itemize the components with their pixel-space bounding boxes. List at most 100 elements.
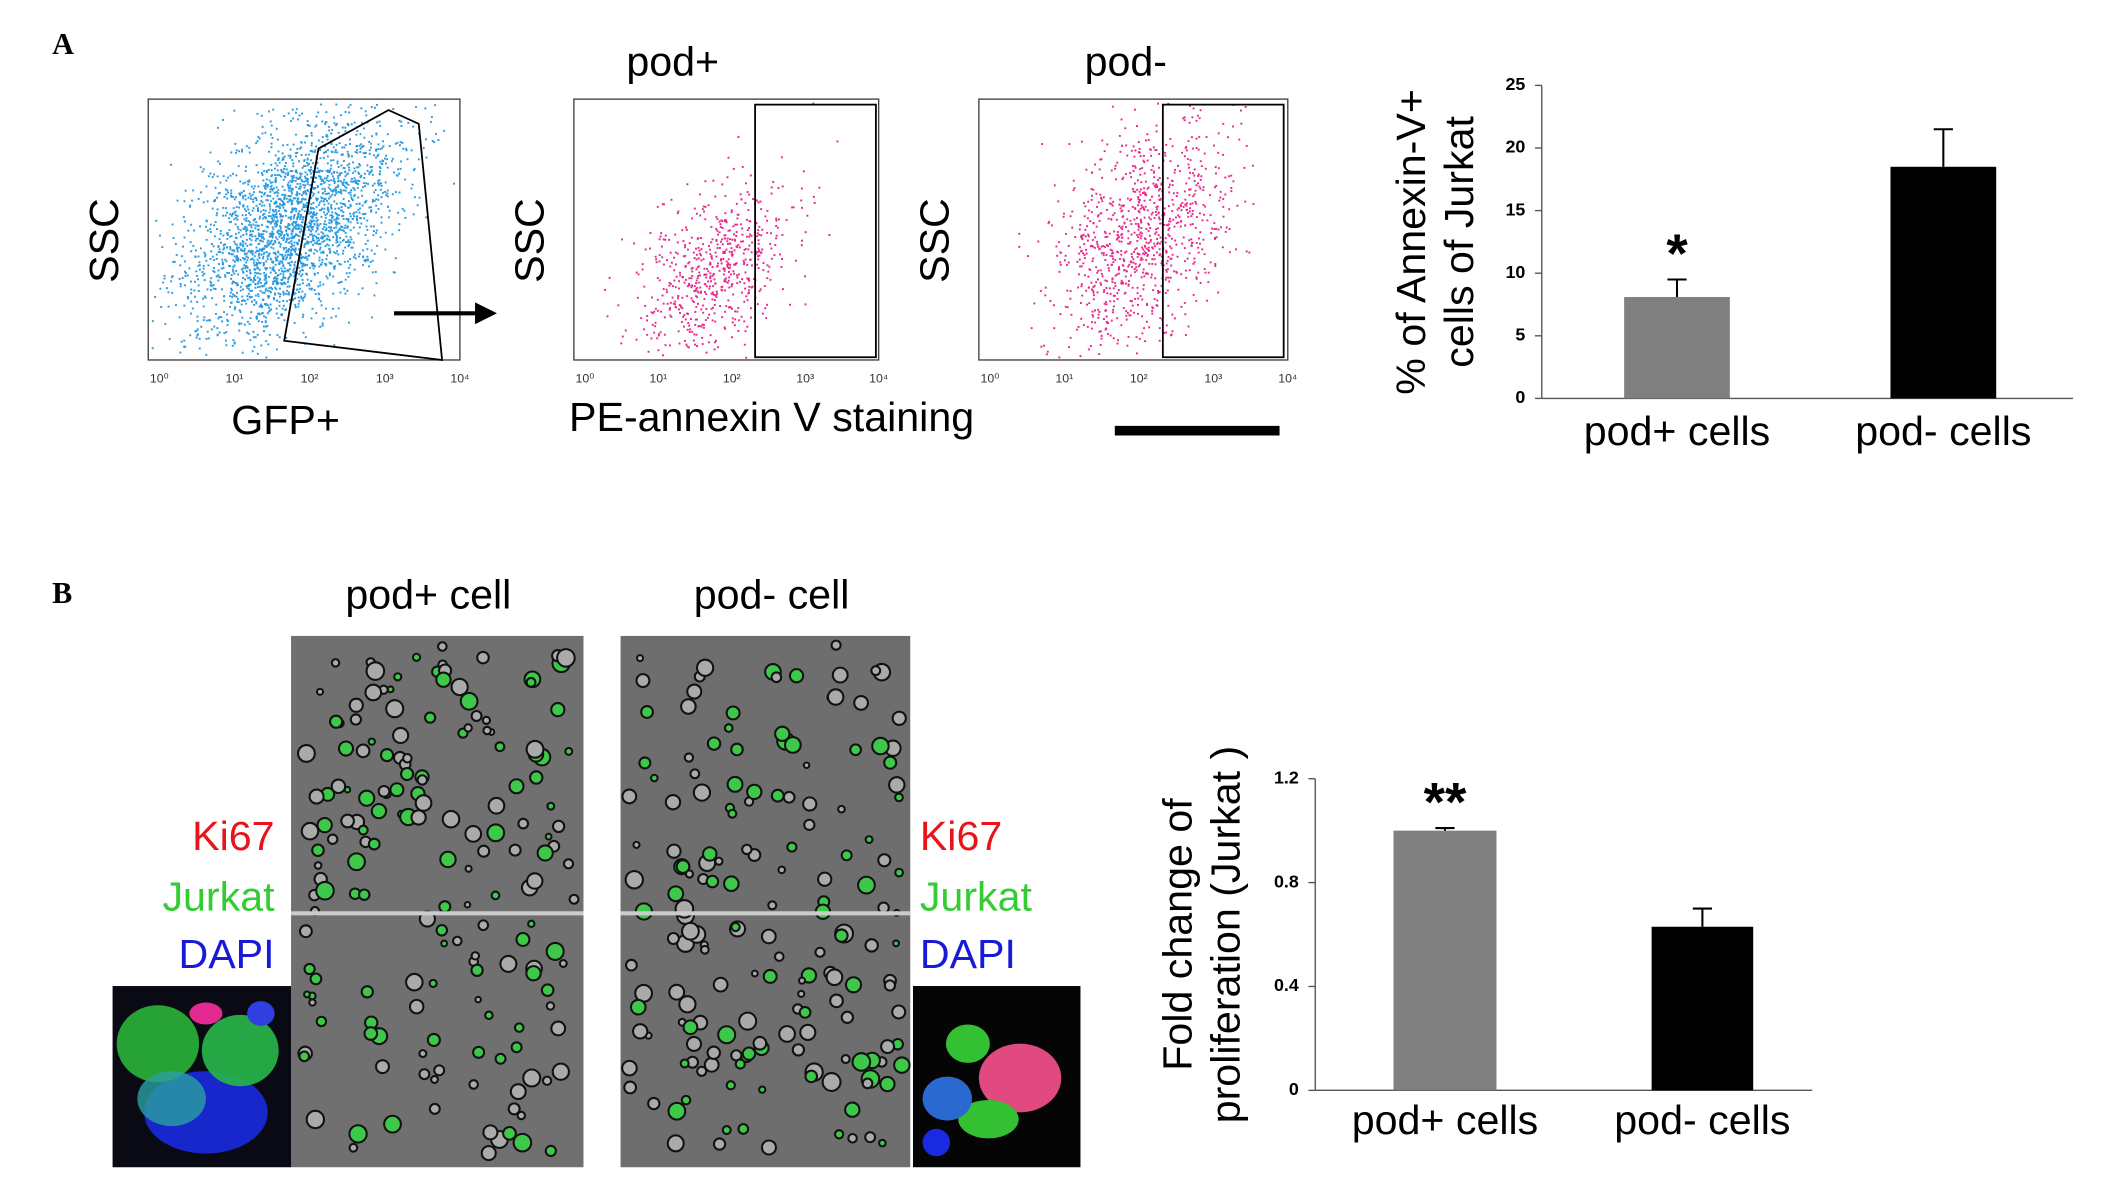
event-dot: [256, 140, 259, 143]
event-dot: [197, 278, 199, 281]
event-dot: [249, 283, 252, 286]
event-dot: [1053, 327, 1056, 330]
event-dot: [271, 209, 274, 212]
event-dot: [274, 253, 277, 256]
event-dot: [1155, 228, 1158, 231]
event-dot: [315, 205, 318, 208]
event-dot: [735, 231, 738, 233]
event-dot: [293, 263, 296, 266]
event-dot: [241, 240, 244, 243]
event-dot: [178, 277, 181, 280]
event-dot: [297, 178, 300, 180]
event-dot: [1142, 284, 1145, 287]
event-dot: [246, 295, 249, 298]
event-dot: [794, 259, 797, 262]
event-dot: [377, 148, 380, 151]
event-dot: [309, 150, 312, 153]
event-dot: [1145, 320, 1148, 323]
event-dot: [1093, 284, 1096, 287]
event-dot: [258, 217, 261, 220]
event-dot: [256, 237, 259, 240]
event-dot: [1183, 116, 1186, 119]
event-dot: [661, 203, 664, 206]
event-dot: [715, 296, 718, 299]
event-dot: [256, 276, 259, 279]
event-dot: [174, 243, 177, 245]
event-dot: [348, 154, 351, 157]
event-dot: [253, 218, 256, 221]
event-dot: [316, 227, 319, 230]
event-dot: [210, 281, 213, 284]
event-dot: [340, 172, 343, 175]
event-dot: [317, 139, 320, 142]
cell: [767, 900, 778, 911]
event-dot: [1164, 237, 1167, 240]
cell: [480, 1145, 497, 1162]
event-dot: [381, 146, 384, 149]
event-dot: [277, 282, 280, 285]
event-dot: [669, 301, 672, 304]
event-dot: [293, 244, 296, 247]
event-dot: [285, 251, 288, 254]
event-dot: [1124, 291, 1127, 294]
event-dot: [407, 122, 410, 124]
event-dot: [758, 225, 761, 228]
event-dot: [245, 261, 248, 264]
event-dot: [261, 285, 264, 288]
event-dot: [260, 199, 263, 202]
event-dot: [229, 246, 232, 248]
event-dot: [379, 148, 382, 151]
event-dot: [635, 338, 638, 341]
event-dot: [274, 272, 277, 275]
event-dot: [1091, 321, 1094, 324]
event-dot: [405, 147, 408, 150]
event-dot: [801, 206, 804, 209]
event-dot: [298, 300, 301, 303]
event-dot: [1090, 211, 1093, 214]
event-dot: [282, 292, 285, 295]
event-dot: [291, 192, 293, 195]
event-dot: [417, 158, 420, 161]
event-dot: [361, 287, 364, 290]
event-dot: [1087, 235, 1090, 238]
event-dot: [266, 289, 269, 292]
event-dot: [668, 284, 671, 287]
event-dot: [268, 235, 271, 238]
event-dot: [278, 197, 281, 200]
event-dot: [207, 337, 210, 340]
event-dot: [1143, 187, 1146, 190]
event-dot: [348, 206, 351, 209]
event-dot: [1133, 271, 1136, 274]
event-dot: [243, 264, 246, 267]
event-dot: [292, 179, 294, 182]
event-dot: [1131, 165, 1134, 167]
event-dot: [339, 202, 342, 205]
event-dot: [268, 203, 271, 206]
event-dot: [289, 120, 292, 123]
event-dot: [186, 296, 189, 298]
event-dot: [377, 184, 380, 187]
event-dot: [401, 207, 404, 210]
event-dot: [1124, 269, 1127, 272]
event-dot: [662, 354, 664, 357]
event-dot: [282, 290, 285, 293]
event-dot: [736, 274, 738, 277]
event-dot: [276, 169, 279, 172]
event-dot: [1104, 236, 1107, 238]
cell: [829, 993, 844, 1009]
event-dot: [693, 289, 696, 292]
event-dot: [280, 218, 283, 221]
event-dot: [758, 254, 761, 257]
event-dot: [329, 169, 332, 172]
event-dot: [1149, 227, 1152, 230]
cell: [556, 648, 576, 668]
event-dot: [1072, 179, 1075, 182]
event-dot: [291, 247, 294, 250]
y-tick-label: 0.8: [1274, 871, 1299, 891]
event-dot: [287, 241, 290, 244]
event-dot: [1200, 175, 1203, 178]
event-dot: [232, 249, 235, 252]
event-dot: [249, 271, 252, 274]
event-dot: [715, 290, 718, 293]
event-dot: [263, 271, 266, 274]
